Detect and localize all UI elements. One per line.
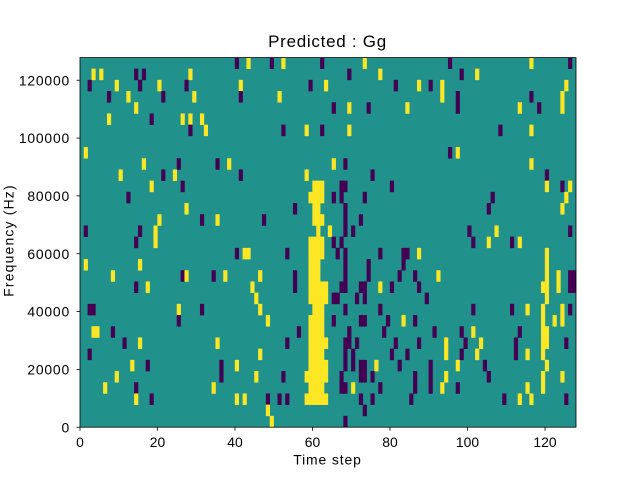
svg-text:120000: 120000	[19, 72, 70, 88]
svg-text:20: 20	[150, 434, 166, 450]
svg-text:100000: 100000	[19, 130, 70, 146]
svg-text:120: 120	[533, 434, 556, 450]
svg-text:40000: 40000	[27, 304, 70, 320]
svg-text:60000: 60000	[27, 246, 70, 262]
svg-text:80: 80	[382, 434, 398, 450]
svg-text:20000: 20000	[27, 361, 70, 377]
svg-text:Time step: Time step	[293, 452, 362, 468]
svg-text:80000: 80000	[27, 188, 70, 204]
svg-text:0: 0	[76, 434, 84, 450]
svg-text:60: 60	[305, 434, 321, 450]
svg-text:40: 40	[227, 434, 243, 450]
svg-text:0: 0	[61, 419, 70, 435]
svg-text:Frequency (Hz): Frequency (Hz)	[1, 184, 17, 297]
svg-text:Predicted : Gg: Predicted : Gg	[268, 32, 387, 51]
svg-text:100: 100	[456, 434, 479, 450]
